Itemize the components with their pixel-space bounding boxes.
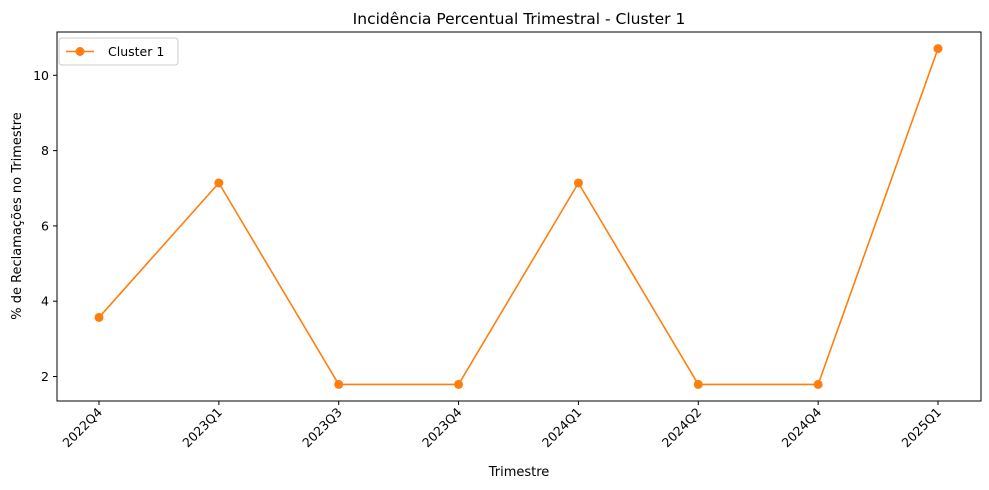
data-point [573,178,583,188]
legend: Cluster 1 [58,37,179,66]
series-line [98,48,939,386]
plot-area [56,31,982,402]
y-tick-label: 10 [33,68,49,83]
y-tick-label: 4 [41,294,49,309]
data-point [813,379,823,389]
data-point [334,379,344,389]
legend-series-marker [75,47,85,56]
data-point [214,178,224,188]
y-tick-label: 2 [41,369,49,384]
plot-frame [56,31,982,402]
data-point [454,379,464,389]
chart-title: Incidência Percentual Trimestral - Clust… [353,10,686,28]
legend-series-label: Cluster 1 [108,44,164,59]
x-axis-label: Trimestre [488,465,550,480]
data-point [693,379,703,389]
y-tick-label: 6 [41,218,49,233]
y-axis-label: % de Reclamações no Trimestre [10,112,25,320]
data-point [933,44,943,54]
y-tick-label: 8 [41,143,49,158]
data-point [94,312,104,322]
legend-box [58,37,179,66]
